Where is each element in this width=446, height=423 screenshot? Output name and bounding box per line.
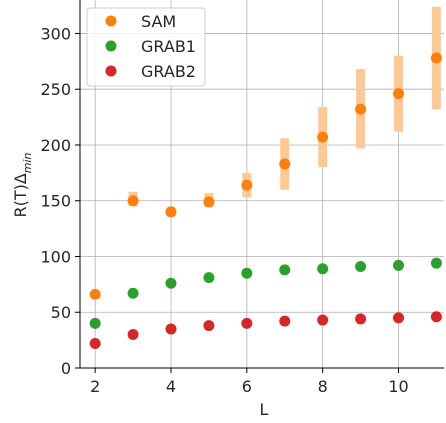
sam-point xyxy=(165,206,177,218)
y-tick-label: 250 xyxy=(40,80,71,99)
grab2-point xyxy=(430,311,442,323)
x-tick-label: 4 xyxy=(166,377,176,396)
x-tick-label: 6 xyxy=(242,377,252,396)
grab2-point xyxy=(317,314,329,326)
grab1-point xyxy=(355,261,367,273)
legend-marker-sam xyxy=(105,15,117,27)
axes xyxy=(75,0,444,373)
sam-point xyxy=(241,179,253,191)
y-tick-label: 0 xyxy=(61,359,71,378)
grab1-point xyxy=(241,267,253,279)
y-tick-label: 50 xyxy=(51,303,71,322)
legend-marker-grab1 xyxy=(105,40,117,52)
legend-label-sam: SAM xyxy=(141,12,176,31)
grab2-point xyxy=(89,337,101,349)
y-tick-label: 100 xyxy=(40,247,71,266)
data-points xyxy=(89,52,442,349)
sam-point xyxy=(127,195,139,207)
y-tick-label: 150 xyxy=(40,192,71,211)
legend-marker-grab2 xyxy=(105,65,117,77)
sam-point xyxy=(393,88,404,100)
y-tick-label: 300 xyxy=(40,24,71,43)
sam-point xyxy=(317,131,329,143)
y-axis-label-subscript: min xyxy=(21,152,34,173)
y-tick-label: 200 xyxy=(40,136,71,155)
grab2-point xyxy=(165,323,177,335)
sam-point xyxy=(355,103,367,115)
grab1-point xyxy=(279,264,291,276)
grab1-point xyxy=(127,287,139,299)
grab1-point xyxy=(430,257,442,269)
legend-label-grab2: GRAB2 xyxy=(141,62,196,81)
sam-point xyxy=(203,196,215,208)
y-axis-label-main: R(T)Δ xyxy=(11,173,30,217)
x-axis-label: L xyxy=(260,400,269,419)
x-tick-label: 8 xyxy=(318,377,328,396)
grab1-point xyxy=(393,259,404,271)
grab1-point xyxy=(203,272,215,284)
grab2-point xyxy=(355,313,367,325)
sam-point xyxy=(430,52,442,64)
grab1-point xyxy=(89,317,101,329)
grab1-point xyxy=(165,277,177,289)
sam-point xyxy=(89,288,101,300)
grab2-point xyxy=(241,317,253,329)
grab2-point xyxy=(203,320,215,332)
legend-label-grab1: GRAB1 xyxy=(141,37,196,56)
grab2-point xyxy=(393,312,404,324)
grab1-point xyxy=(317,263,329,275)
sam-point xyxy=(279,158,291,170)
grab2-point xyxy=(279,315,291,327)
legend-box xyxy=(86,7,206,87)
svg-text:R(T)Δmin: R(T)Δmin xyxy=(11,152,34,217)
x-tick-label: 10 xyxy=(388,377,408,396)
grab2-point xyxy=(127,329,139,341)
x-tick-label: 2 xyxy=(90,377,100,396)
y-axis-label: R(T)Δmin xyxy=(11,152,34,217)
legend: SAM GRAB1 GRAB2 xyxy=(86,7,206,87)
